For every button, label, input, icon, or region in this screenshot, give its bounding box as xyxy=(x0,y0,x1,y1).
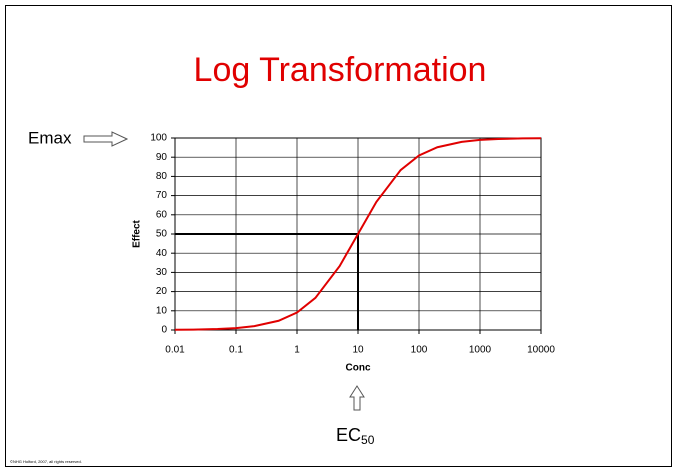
y-tick-label: 30 xyxy=(156,267,168,278)
x-axis-label: Conc xyxy=(346,363,371,374)
ec50-main: EC xyxy=(336,425,361,445)
y-tick-label: 90 xyxy=(156,152,168,163)
x-tick-label: 10000 xyxy=(527,345,555,356)
y-tick-label: 10 xyxy=(156,305,168,316)
x-tick-label: 1000 xyxy=(469,345,492,356)
x-tick-label: 0.1 xyxy=(229,345,243,356)
x-tick-label: 10 xyxy=(352,345,364,356)
y-tick-label: 0 xyxy=(161,325,167,336)
ec50-label: EC50 xyxy=(336,425,375,447)
y-tick-label: 50 xyxy=(156,229,168,240)
y-tick-label: 40 xyxy=(156,248,168,259)
ec50-sub: 50 xyxy=(361,433,375,447)
footer: ©NHG Holford, 2007, all rights reserved. xyxy=(10,459,82,464)
chart-title: Log Transformation xyxy=(194,51,487,89)
ec50-arrow xyxy=(349,385,365,411)
y-tick-label: 100 xyxy=(150,133,167,144)
x-tick-label: 0.01 xyxy=(165,345,185,356)
data-line xyxy=(174,137,542,331)
emax-arrow xyxy=(83,131,129,147)
emax-label: Emax xyxy=(28,128,72,147)
x-tick-label: 1 xyxy=(294,345,300,356)
y-tick-label: 20 xyxy=(156,286,168,297)
y-tick-label: 60 xyxy=(156,209,168,220)
x-tick-label: 100 xyxy=(411,345,428,356)
y-tick-label: 70 xyxy=(156,190,168,201)
y-tick-label: 80 xyxy=(156,171,168,182)
y-axis-label: Effect xyxy=(132,219,143,247)
